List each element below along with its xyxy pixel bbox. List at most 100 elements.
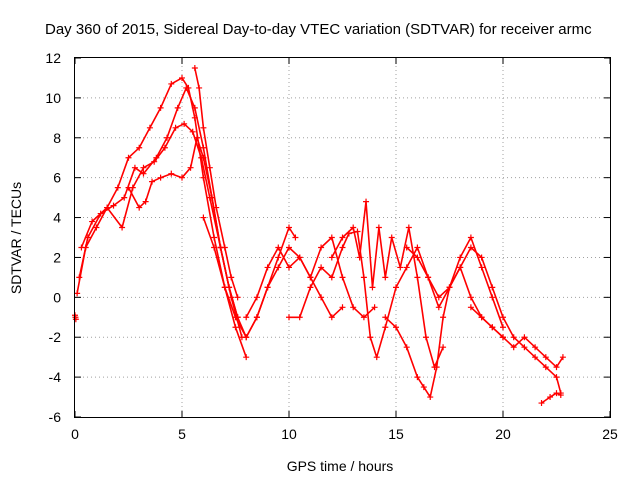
data-point-marker bbox=[510, 344, 517, 351]
data-point-marker bbox=[168, 80, 175, 87]
data-point-marker bbox=[478, 314, 485, 321]
data-point-marker bbox=[286, 264, 292, 271]
data-series-group bbox=[72, 64, 566, 407]
data-point-marker bbox=[467, 244, 474, 251]
data-point-marker bbox=[500, 314, 506, 321]
data-point-marker bbox=[89, 218, 96, 225]
data-point-marker bbox=[425, 274, 432, 281]
data-point-marker bbox=[211, 234, 218, 241]
data-point-marker bbox=[140, 164, 147, 171]
data-point-marker bbox=[360, 274, 367, 281]
series-line bbox=[384, 236, 504, 398]
y-axis-label: SDTVAR / TECUs bbox=[8, 182, 24, 294]
data-point-marker bbox=[296, 254, 303, 261]
data-point-marker bbox=[532, 354, 539, 361]
data-point-marker bbox=[467, 294, 474, 301]
data-point-marker bbox=[557, 392, 564, 399]
data-series-11 bbox=[403, 244, 564, 397]
data-point-marker bbox=[151, 158, 158, 165]
data-point-marker bbox=[164, 134, 171, 141]
data-point-marker bbox=[149, 178, 156, 185]
data-point-marker bbox=[489, 324, 496, 331]
data-point-marker bbox=[500, 334, 506, 341]
data-point-marker bbox=[467, 234, 474, 241]
data-point-marker bbox=[78, 244, 85, 251]
data-point-marker bbox=[136, 144, 143, 151]
data-point-marker bbox=[157, 104, 164, 111]
plot-frame bbox=[74, 57, 611, 418]
data-point-marker bbox=[189, 128, 196, 135]
data-point-marker bbox=[318, 294, 325, 301]
data-point-marker bbox=[350, 304, 357, 311]
data-point-marker bbox=[234, 294, 241, 301]
data-point-marker bbox=[403, 344, 410, 351]
data-point-marker bbox=[200, 214, 207, 221]
data-point-marker bbox=[328, 274, 335, 281]
data-point-marker bbox=[489, 294, 496, 301]
data-point-marker bbox=[253, 314, 260, 321]
data-point-marker bbox=[339, 234, 346, 241]
data-point-marker bbox=[328, 254, 335, 261]
data-point-marker bbox=[521, 344, 528, 351]
y-tick-label: -4 bbox=[49, 369, 62, 385]
data-point-marker bbox=[232, 324, 239, 331]
data-point-marker bbox=[457, 264, 464, 271]
data-point-marker bbox=[339, 304, 346, 311]
data-point-marker bbox=[350, 224, 357, 231]
data-point-marker bbox=[553, 374, 560, 381]
data-point-marker bbox=[191, 64, 198, 71]
data-point-marker bbox=[142, 198, 149, 205]
data-point-marker bbox=[440, 344, 447, 351]
data-point-marker bbox=[542, 364, 549, 371]
data-point-marker bbox=[393, 324, 399, 331]
data-point-marker bbox=[221, 284, 228, 291]
data-point-marker bbox=[104, 204, 111, 211]
data-point-marker bbox=[414, 254, 421, 261]
data-point-marker bbox=[420, 384, 427, 391]
data-point-marker bbox=[467, 304, 474, 311]
data-point-marker bbox=[74, 290, 81, 297]
data-point-marker bbox=[121, 194, 128, 201]
series-line bbox=[80, 123, 243, 339]
data-point-marker bbox=[547, 394, 554, 401]
data-point-marker bbox=[542, 354, 549, 361]
data-point-marker bbox=[72, 316, 79, 323]
data-point-marker bbox=[433, 364, 440, 371]
data-point-marker bbox=[275, 254, 282, 261]
data-point-marker bbox=[286, 224, 292, 231]
series-line bbox=[194, 67, 239, 299]
data-series-10 bbox=[382, 234, 506, 401]
data-point-marker bbox=[275, 244, 282, 251]
data-point-marker bbox=[356, 254, 363, 261]
data-point-marker bbox=[457, 254, 464, 261]
data-point-marker bbox=[363, 198, 370, 205]
data-point-marker bbox=[125, 184, 132, 191]
data-series-12 bbox=[467, 304, 566, 371]
data-point-marker bbox=[489, 284, 496, 291]
data-point-marker bbox=[414, 374, 421, 381]
data-point-marker bbox=[328, 314, 335, 321]
data-point-marker bbox=[131, 164, 138, 171]
data-point-marker bbox=[292, 234, 299, 241]
data-series-13 bbox=[538, 390, 564, 407]
data-point-marker bbox=[373, 354, 380, 361]
data-point-marker bbox=[382, 324, 389, 331]
data-point-marker bbox=[307, 274, 314, 281]
data-point-marker bbox=[286, 244, 292, 251]
data-point-marker bbox=[367, 334, 374, 341]
data-point-marker bbox=[232, 314, 239, 321]
axis-ticks: 0 5 10 15 20 25 -6 -4 -2 0 2 4 6 8 10 12 bbox=[45, 50, 618, 442]
data-point-marker bbox=[174, 104, 181, 111]
data-point-marker bbox=[382, 274, 389, 281]
y-tick-label: 2 bbox=[53, 249, 61, 265]
data-point-marker bbox=[318, 264, 325, 271]
x-tick-label: 0 bbox=[71, 426, 79, 442]
data-point-marker bbox=[187, 164, 194, 171]
data-point-marker bbox=[110, 202, 117, 209]
x-tick-label: 25 bbox=[602, 426, 618, 442]
data-point-marker bbox=[93, 224, 100, 231]
data-point-marker bbox=[286, 314, 292, 321]
y-tick-label: -6 bbox=[49, 409, 62, 425]
series-line bbox=[202, 216, 344, 339]
data-point-marker bbox=[328, 234, 335, 241]
